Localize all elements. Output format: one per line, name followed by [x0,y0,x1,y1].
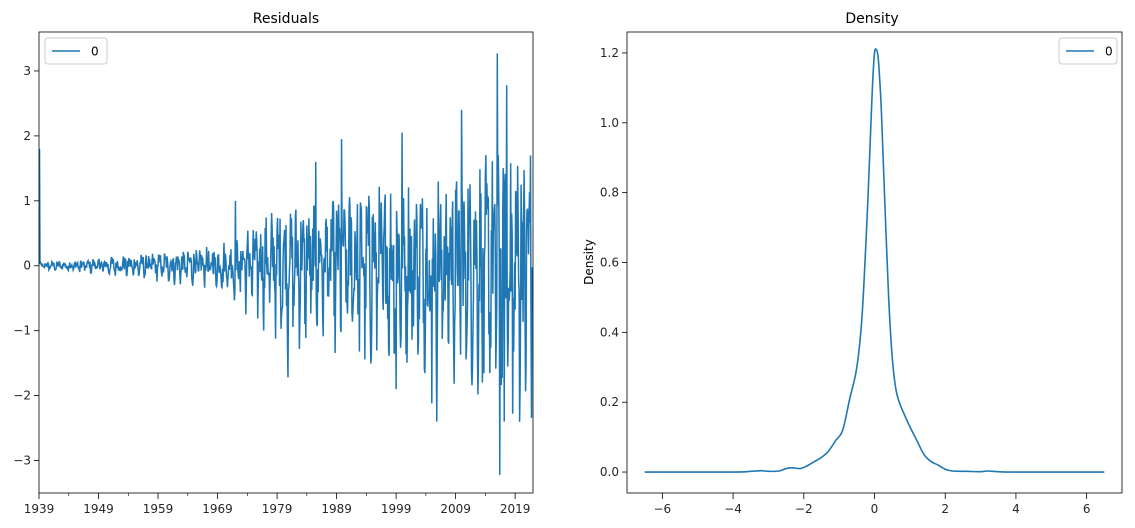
residuals-x-tick-label: 1979 [262,502,293,516]
density-y-tick-label: 1.0 [600,116,619,130]
density-y-tick-label: 0.0 [600,465,619,479]
density-x-tick-label: 4 [1012,502,1020,516]
residuals-legend-label: 0 [91,45,99,59]
residuals-y-tick-label: −3 [13,454,31,468]
density-x-tick-label: −6 [654,502,672,516]
density-title: Density [845,11,898,27]
density-x-tick-label: −4 [724,502,742,516]
density-y-tick-label: 0.2 [600,395,619,409]
residuals-title: Residuals [253,11,319,27]
residuals-y-tick-label: 1 [23,194,31,208]
residuals-y-tick-label: 2 [23,129,31,143]
residuals-y-ticks: −3 −2 −1 0 1 2 3 [13,64,39,468]
residuals-x-tick-label: 1969 [202,502,233,516]
residuals-x-tick-label: 1939 [24,502,55,516]
density-y-tick-label: 0.6 [600,256,619,270]
residuals-panel: Residuals 1939 1949 1959 1969 1979 1989 1999 20… [13,11,534,516]
residuals-x-tick-label: 2009 [440,502,471,516]
residuals-plot-area [39,53,533,475]
residuals-x-tick-label: 1949 [83,502,114,516]
residuals-series-line [39,53,533,475]
density-y-tick-label: 1.2 [600,46,619,60]
residuals-y-tick-label: −1 [13,324,31,338]
density-y-tick-label: 0.4 [600,325,619,339]
residuals-x-tick-label: 1989 [321,502,352,516]
residuals-axes-frame [38,31,534,494]
residuals-legend: 0 [44,37,108,65]
residuals-x-tick-label: 1999 [381,502,412,516]
residuals-y-tick-label: 0 [23,259,31,273]
residuals-x-ticks: 1939 1949 1959 1969 1979 1989 1999 2009 2019 [24,493,531,516]
residuals-x-tick-label: 1959 [143,502,174,516]
density-x-tick-label: 6 [1083,502,1091,516]
density-series-line [644,48,1105,473]
density-legend-label: 0 [1105,45,1113,59]
residuals-y-tick-label: −2 [13,389,31,403]
density-y-axis-label: Density [582,239,596,285]
density-legend: 0 [1058,37,1118,65]
residuals-x-tick-label: 2019 [500,502,531,516]
density-y-ticks: 0.0 0.2 0.4 0.6 0.8 1.0 1.2 [600,46,627,479]
density-y-tick-label: 0.8 [600,186,619,200]
density-plot-area [644,48,1105,473]
residuals-y-tick-label: 3 [23,64,31,78]
density-axes-frame [626,31,1123,494]
density-panel: Density −6 −4 −2 0 2 4 6 0.0 0.2 0.4 0.6 0.8 1.0 1.2… [582,11,1123,516]
density-x-tick-label: 2 [941,502,949,516]
density-x-tick-label: 0 [871,502,879,516]
density-x-tick-label: −2 [795,502,813,516]
density-x-ticks: −6 −4 −2 0 2 4 6 [654,493,1091,516]
